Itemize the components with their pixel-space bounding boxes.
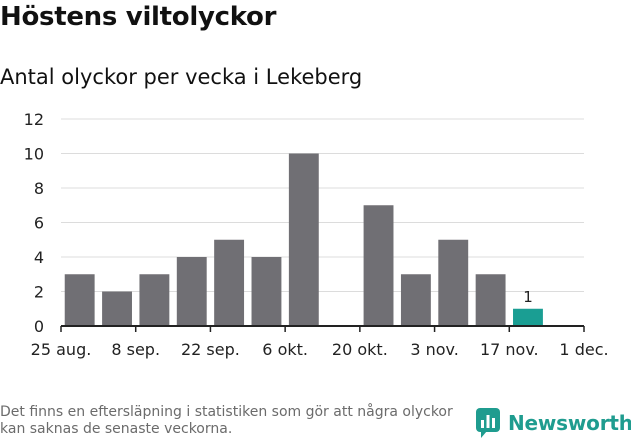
x-tick-label: 25 aug.: [31, 340, 92, 359]
x-tick-label: 20 okt.: [332, 340, 388, 359]
bar: [513, 308, 543, 326]
x-tick-label: 22 sep.: [181, 340, 240, 359]
bar: [438, 239, 469, 326]
bar-chart: 0 2 4 6 8 10 12 1 25 aug. 8 sep. 22 sep. 6 okt. 20 o…: [24, 110, 609, 359]
x-tick-label: 17 nov.: [480, 340, 539, 359]
bar: [363, 205, 394, 326]
footnote: Det finns en eftersläpning i statistiken…: [0, 404, 453, 437]
bar: [251, 257, 282, 326]
x-tick-label: 8 sep.: [111, 340, 160, 359]
bar: [288, 153, 319, 326]
x-tick-label: 6 okt.: [262, 340, 308, 359]
bar: [475, 274, 506, 326]
y-tick-label: 6: [34, 214, 44, 233]
chart-title: Höstens viltolyckor: [0, 2, 277, 32]
bar: [400, 274, 431, 326]
x-tick-label: 1 dec.: [559, 340, 608, 359]
y-tick-label: 4: [34, 248, 44, 267]
bar: [214, 239, 245, 326]
y-tick-label: 8: [34, 179, 44, 198]
y-tick-label: 10: [24, 145, 44, 164]
chart-subtitle: Antal olyckor per vecka i Lekeberg: [0, 65, 363, 89]
bar: [102, 291, 132, 326]
brand-name: Newsworthy: [508, 411, 631, 435]
y-tick-label: 0: [34, 317, 44, 336]
y-tick-label: 2: [34, 283, 44, 302]
bar: [139, 274, 170, 326]
y-tick-label: 12: [24, 110, 44, 129]
data-label: 1: [523, 288, 533, 306]
bar: [176, 257, 207, 326]
bar-chart-speech-icon: [476, 408, 500, 438]
brand-logo: Newsworthy: [476, 408, 631, 438]
x-tick-label: 3 nov.: [410, 340, 459, 359]
bar: [64, 274, 95, 326]
